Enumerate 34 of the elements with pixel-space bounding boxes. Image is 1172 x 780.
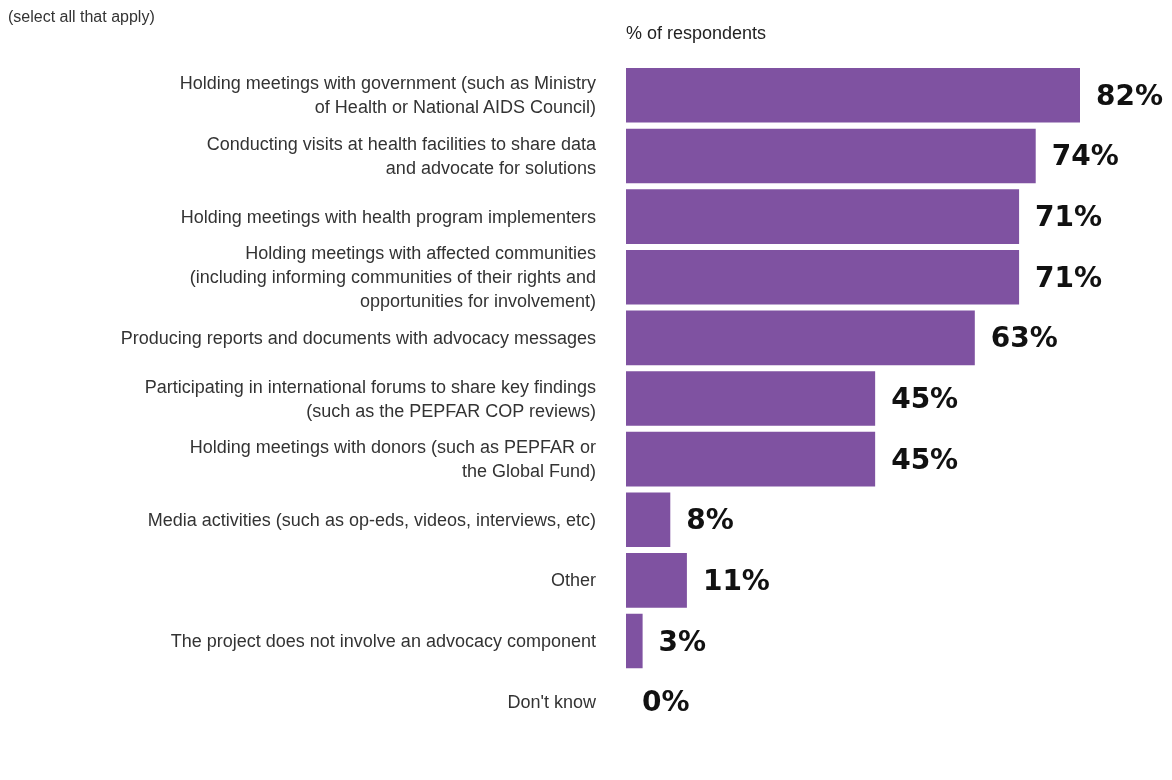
y-tick-label: Producing reports and documents with advocacy messages [120,327,596,348]
data-label: 74% [1051,139,1119,173]
data-label: 63% [990,321,1058,355]
y-tick-label: Participating in international forums to share key findings (such as the PEPFAR COP reviews) [144,376,596,421]
data-label: 71% [1035,200,1103,234]
bar [626,431,876,487]
data-label: 45% [891,382,959,415]
bar [626,613,643,669]
bar [626,492,671,548]
data-label: 71% [1035,260,1103,294]
data-label: 0% [642,685,690,719]
data-label: 3% [658,624,707,658]
y-tick-label: Holding meetings with health program implementers [180,206,596,227]
bar [626,553,687,608]
y-tick-label: Holding meetings with donors (such as PEPFAR or the Global Fund) [189,437,596,482]
data-label: 82% [1096,78,1164,112]
data-label: 11% [702,563,770,597]
bar [626,128,1036,184]
y-tick-label: Holding meetings with government (such as Ministry of Health or National AIDS Council) [179,73,596,118]
y-tick-label: Don't know [507,691,597,712]
y-tick-label: The project does not involve an advocacy component [170,631,596,652]
y-tick-label: Holding meetings with affected communities (including informing communities of their rights and opportunities for involvement) [189,243,596,312]
text: (select all that apply) [8,7,155,25]
y-tick-label: Other [550,570,596,591]
y-tick-label: Conducting visits at health facilities to share data and advocate for solutions [206,133,597,178]
bar [626,371,876,426]
data-label: 45% [891,442,959,476]
bar [626,310,975,366]
bar [626,189,1020,244]
y-tick-label: Media activities (such as op-eds, videos, interviews, etc) [147,509,596,530]
bar [626,68,1080,123]
data-label: 8% [686,503,734,537]
x-axis-title: % of respondents [626,23,767,43]
bar [626,249,1020,305]
